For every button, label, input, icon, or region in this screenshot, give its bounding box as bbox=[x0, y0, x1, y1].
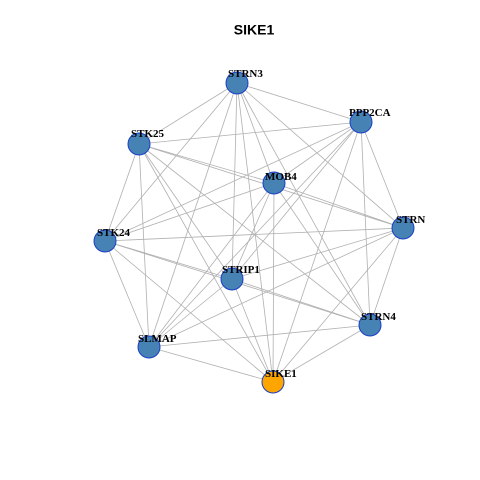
node: STK24 bbox=[93, 227, 131, 253]
edge bbox=[138, 143, 275, 184]
edge bbox=[236, 82, 404, 229]
node-label: STRN bbox=[396, 214, 425, 226]
edge bbox=[104, 227, 404, 242]
edge bbox=[104, 143, 140, 242]
nodes: STRN3 PPP2CA STK25 MOB4 STRN STK24 STRIP… bbox=[93, 68, 425, 394]
edge bbox=[138, 143, 150, 348]
edge bbox=[138, 143, 274, 383]
edge bbox=[272, 324, 371, 383]
edge bbox=[104, 121, 362, 242]
node-label: STK25 bbox=[131, 128, 165, 140]
node-circle bbox=[262, 171, 286, 195]
edge bbox=[104, 82, 238, 242]
edge bbox=[138, 143, 233, 280]
edge bbox=[273, 121, 362, 184]
edge bbox=[231, 182, 275, 280]
node: STRN bbox=[391, 214, 425, 240]
edge bbox=[148, 82, 238, 348]
edge bbox=[272, 121, 362, 383]
edge bbox=[104, 240, 150, 348]
node-label: SIKE1 bbox=[265, 368, 297, 380]
edge bbox=[148, 227, 404, 348]
edge bbox=[148, 324, 371, 348]
edge bbox=[236, 82, 274, 383]
node-label: STRN4 bbox=[361, 311, 396, 323]
edges bbox=[104, 82, 404, 383]
title: SIKE1 bbox=[234, 22, 275, 38]
edge bbox=[273, 182, 404, 229]
edge bbox=[360, 121, 404, 229]
edge bbox=[148, 278, 233, 348]
edge bbox=[104, 182, 275, 242]
node-label: SLMAP bbox=[138, 333, 177, 345]
node-circle bbox=[358, 313, 382, 337]
edge bbox=[360, 121, 371, 326]
edge bbox=[369, 227, 404, 326]
node-label: STRN3 bbox=[228, 68, 263, 80]
node-circle bbox=[137, 335, 161, 359]
edge bbox=[236, 82, 275, 184]
node-circle bbox=[220, 267, 244, 291]
node-circle bbox=[93, 229, 117, 253]
node-circle bbox=[261, 370, 285, 394]
node-label: STRIP1 bbox=[222, 264, 260, 276]
node: MOB4 bbox=[262, 171, 297, 195]
node: STK25 bbox=[127, 128, 165, 156]
node: PPP2CA bbox=[349, 107, 391, 134]
edge bbox=[231, 227, 404, 280]
edge bbox=[138, 82, 238, 145]
edge bbox=[138, 121, 362, 145]
node: SIKE1 bbox=[261, 368, 297, 394]
edge bbox=[148, 346, 274, 383]
edge bbox=[272, 227, 404, 383]
edge bbox=[231, 121, 362, 280]
node: STRN3 bbox=[225, 68, 263, 95]
node-circle bbox=[127, 132, 151, 156]
edge bbox=[231, 278, 371, 326]
edge bbox=[273, 182, 371, 326]
edge bbox=[272, 182, 275, 383]
edge bbox=[236, 82, 362, 123]
edge bbox=[148, 182, 275, 348]
node-circle bbox=[349, 110, 373, 134]
node-circle bbox=[391, 216, 415, 240]
edge bbox=[236, 82, 371, 326]
node-circle bbox=[225, 71, 249, 95]
node-label: MOB4 bbox=[265, 171, 297, 183]
node-label: STK24 bbox=[97, 227, 131, 239]
node-label: PPP2CA bbox=[349, 107, 391, 119]
node: STRN4 bbox=[358, 311, 396, 337]
edge bbox=[231, 278, 274, 383]
edge bbox=[104, 240, 274, 383]
node: SLMAP bbox=[137, 333, 177, 359]
node: STRIP1 bbox=[220, 264, 260, 291]
